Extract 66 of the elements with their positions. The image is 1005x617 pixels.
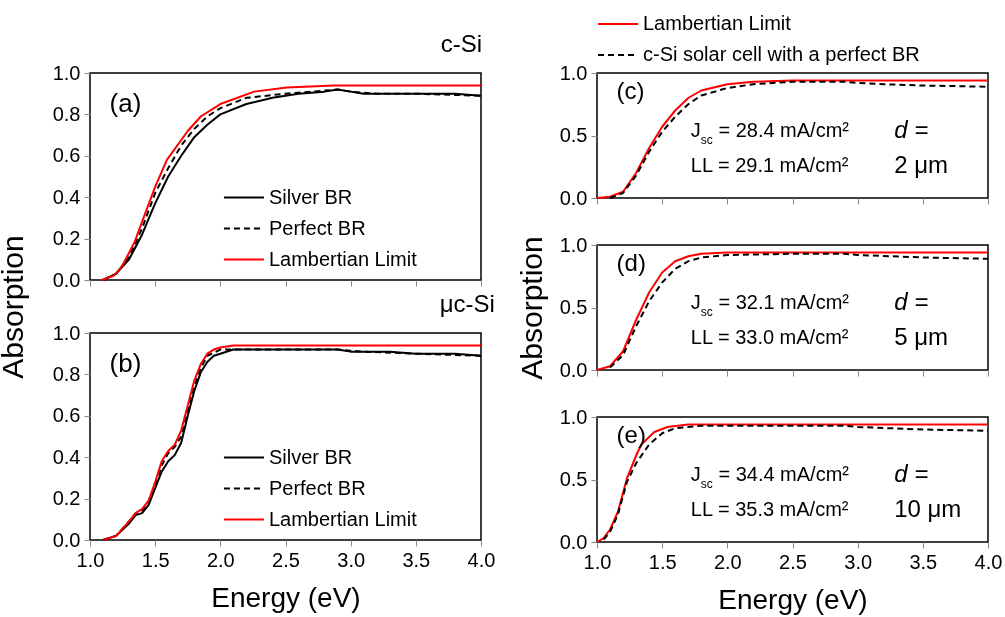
x-tick-label: 1.0 [76, 548, 105, 571]
annotation: LL = 33.0 mA/cm² [690, 325, 849, 348]
y-axis-title: Absorption [514, 236, 548, 380]
legend-label: Silver BR [268, 445, 353, 468]
y-tick-label: 0.2 [52, 227, 81, 250]
legend-label: Lambertian Limit [268, 507, 418, 530]
annotation: J$_{sc}$ = 28.4 mA/cm² [690, 118, 850, 147]
x-tick-label: 1.0 [583, 550, 612, 573]
y-axis-title: Absorption [0, 235, 29, 379]
legend-label: Perfect BR [268, 216, 366, 239]
y-tick-label: 0.5 [559, 124, 588, 146]
y-tick-label: 0.2 [52, 487, 81, 510]
legend-label: Lambertian Limit [268, 247, 418, 270]
annotation: (c) [616, 76, 645, 104]
annotation: d = [894, 459, 929, 487]
y-tick-label: 0.4 [52, 185, 81, 208]
y-tick-label: 0.4 [52, 445, 81, 468]
x-tick-label: 1.5 [141, 548, 170, 571]
y-tick-label: 0.6 [52, 404, 81, 427]
annotation: J$_{sc}$ = 32.1 mA/cm² [690, 290, 850, 319]
annotation: LL = 35.3 mA/cm² [690, 497, 849, 520]
y-tick-label: 0.0 [559, 358, 588, 381]
y-tick-label: 0.5 [559, 468, 588, 490]
x-tick-label: 4.0 [467, 548, 496, 571]
x-tick-label: 3.0 [337, 548, 366, 571]
y-tick-label: 1.0 [52, 321, 81, 344]
annotation: (e) [616, 420, 646, 448]
annotation: d = [894, 115, 929, 143]
y-tick-label: 0.0 [559, 186, 588, 209]
annotation: 10 μm [894, 494, 962, 522]
y-tick-label: 1.0 [559, 405, 588, 428]
chart-title: μc-Si [439, 290, 495, 317]
annotation: 5 μm [894, 322, 948, 350]
annotation: (a) [109, 88, 142, 119]
y-tick-label: 0.0 [52, 268, 81, 291]
annotation: 2 μm [894, 150, 948, 178]
legend-label: Perfect BR [268, 476, 366, 499]
legend-label: Lambertian Limit [643, 12, 792, 34]
x-tick-label: 2.5 [779, 550, 807, 573]
legend-label: Silver BR [268, 185, 353, 208]
x-tick-label: 3.5 [909, 550, 938, 573]
y-tick-label: 1.0 [559, 233, 588, 256]
annotation: (b) [109, 348, 142, 379]
y-tick-label: 1.0 [559, 61, 588, 84]
annotation: J$_{sc}$ = 34.4 mA/cm² [690, 462, 850, 491]
y-tick-label: 1.0 [52, 61, 81, 84]
y-tick-label: 0.0 [559, 530, 588, 553]
annotation: LL = 29.1 mA/cm² [690, 153, 849, 176]
annotation: (d) [616, 248, 646, 276]
legend-label: c-Si solar cell with a perfect BR [643, 43, 920, 65]
x-axis-title: Energy (eV) [718, 583, 868, 615]
y-tick-label: 0.0 [52, 528, 81, 551]
x-tick-label: 2.0 [206, 548, 235, 571]
chart-title: c-Si [440, 30, 482, 57]
x-tick-label: 1.5 [648, 550, 677, 573]
x-tick-label: 2.0 [713, 550, 742, 573]
x-tick-label: 3.0 [844, 550, 873, 573]
x-axis-title: Energy (eV) [211, 581, 361, 613]
x-tick-label: 4.0 [974, 550, 1003, 573]
x-tick-label: 3.5 [402, 548, 431, 571]
y-tick-label: 0.8 [52, 362, 81, 385]
y-tick-label: 0.5 [559, 296, 588, 318]
y-tick-label: 0.8 [52, 102, 81, 125]
annotation: d = [894, 287, 929, 315]
y-tick-label: 0.6 [52, 144, 81, 167]
x-tick-label: 2.5 [272, 548, 300, 571]
